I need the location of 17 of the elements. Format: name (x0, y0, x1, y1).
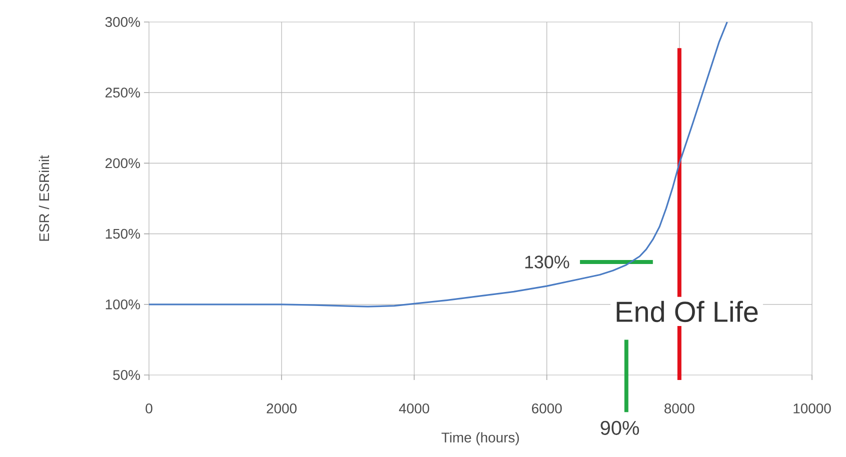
y-axis-title: ESR / ESRinit (38, 155, 50, 241)
text: 90% (600, 420, 639, 435)
x-tick-label: 0 (146, 404, 152, 414)
y-tick-label: 200% (106, 158, 140, 168)
x-tick-label: 10000 (794, 404, 831, 414)
ref-line-label: 130% (525, 256, 570, 268)
y-tick-label: 250% (106, 88, 140, 98)
x-tick-label: 8000 (664, 404, 694, 414)
x-tick-label: 4000 (399, 404, 430, 414)
x-axis-title: Time (hours) (442, 432, 519, 446)
x-tick-label: 6000 (532, 404, 562, 414)
ref-line-label: End Of Life (616, 300, 758, 322)
y-tick-label: 50% (113, 370, 140, 380)
y-tick-label: 150% (106, 228, 140, 239)
y-tick-label: 300% (105, 17, 140, 27)
x-tick-label: 2000 (266, 404, 297, 414)
y-tick-label: 100% (106, 299, 140, 310)
